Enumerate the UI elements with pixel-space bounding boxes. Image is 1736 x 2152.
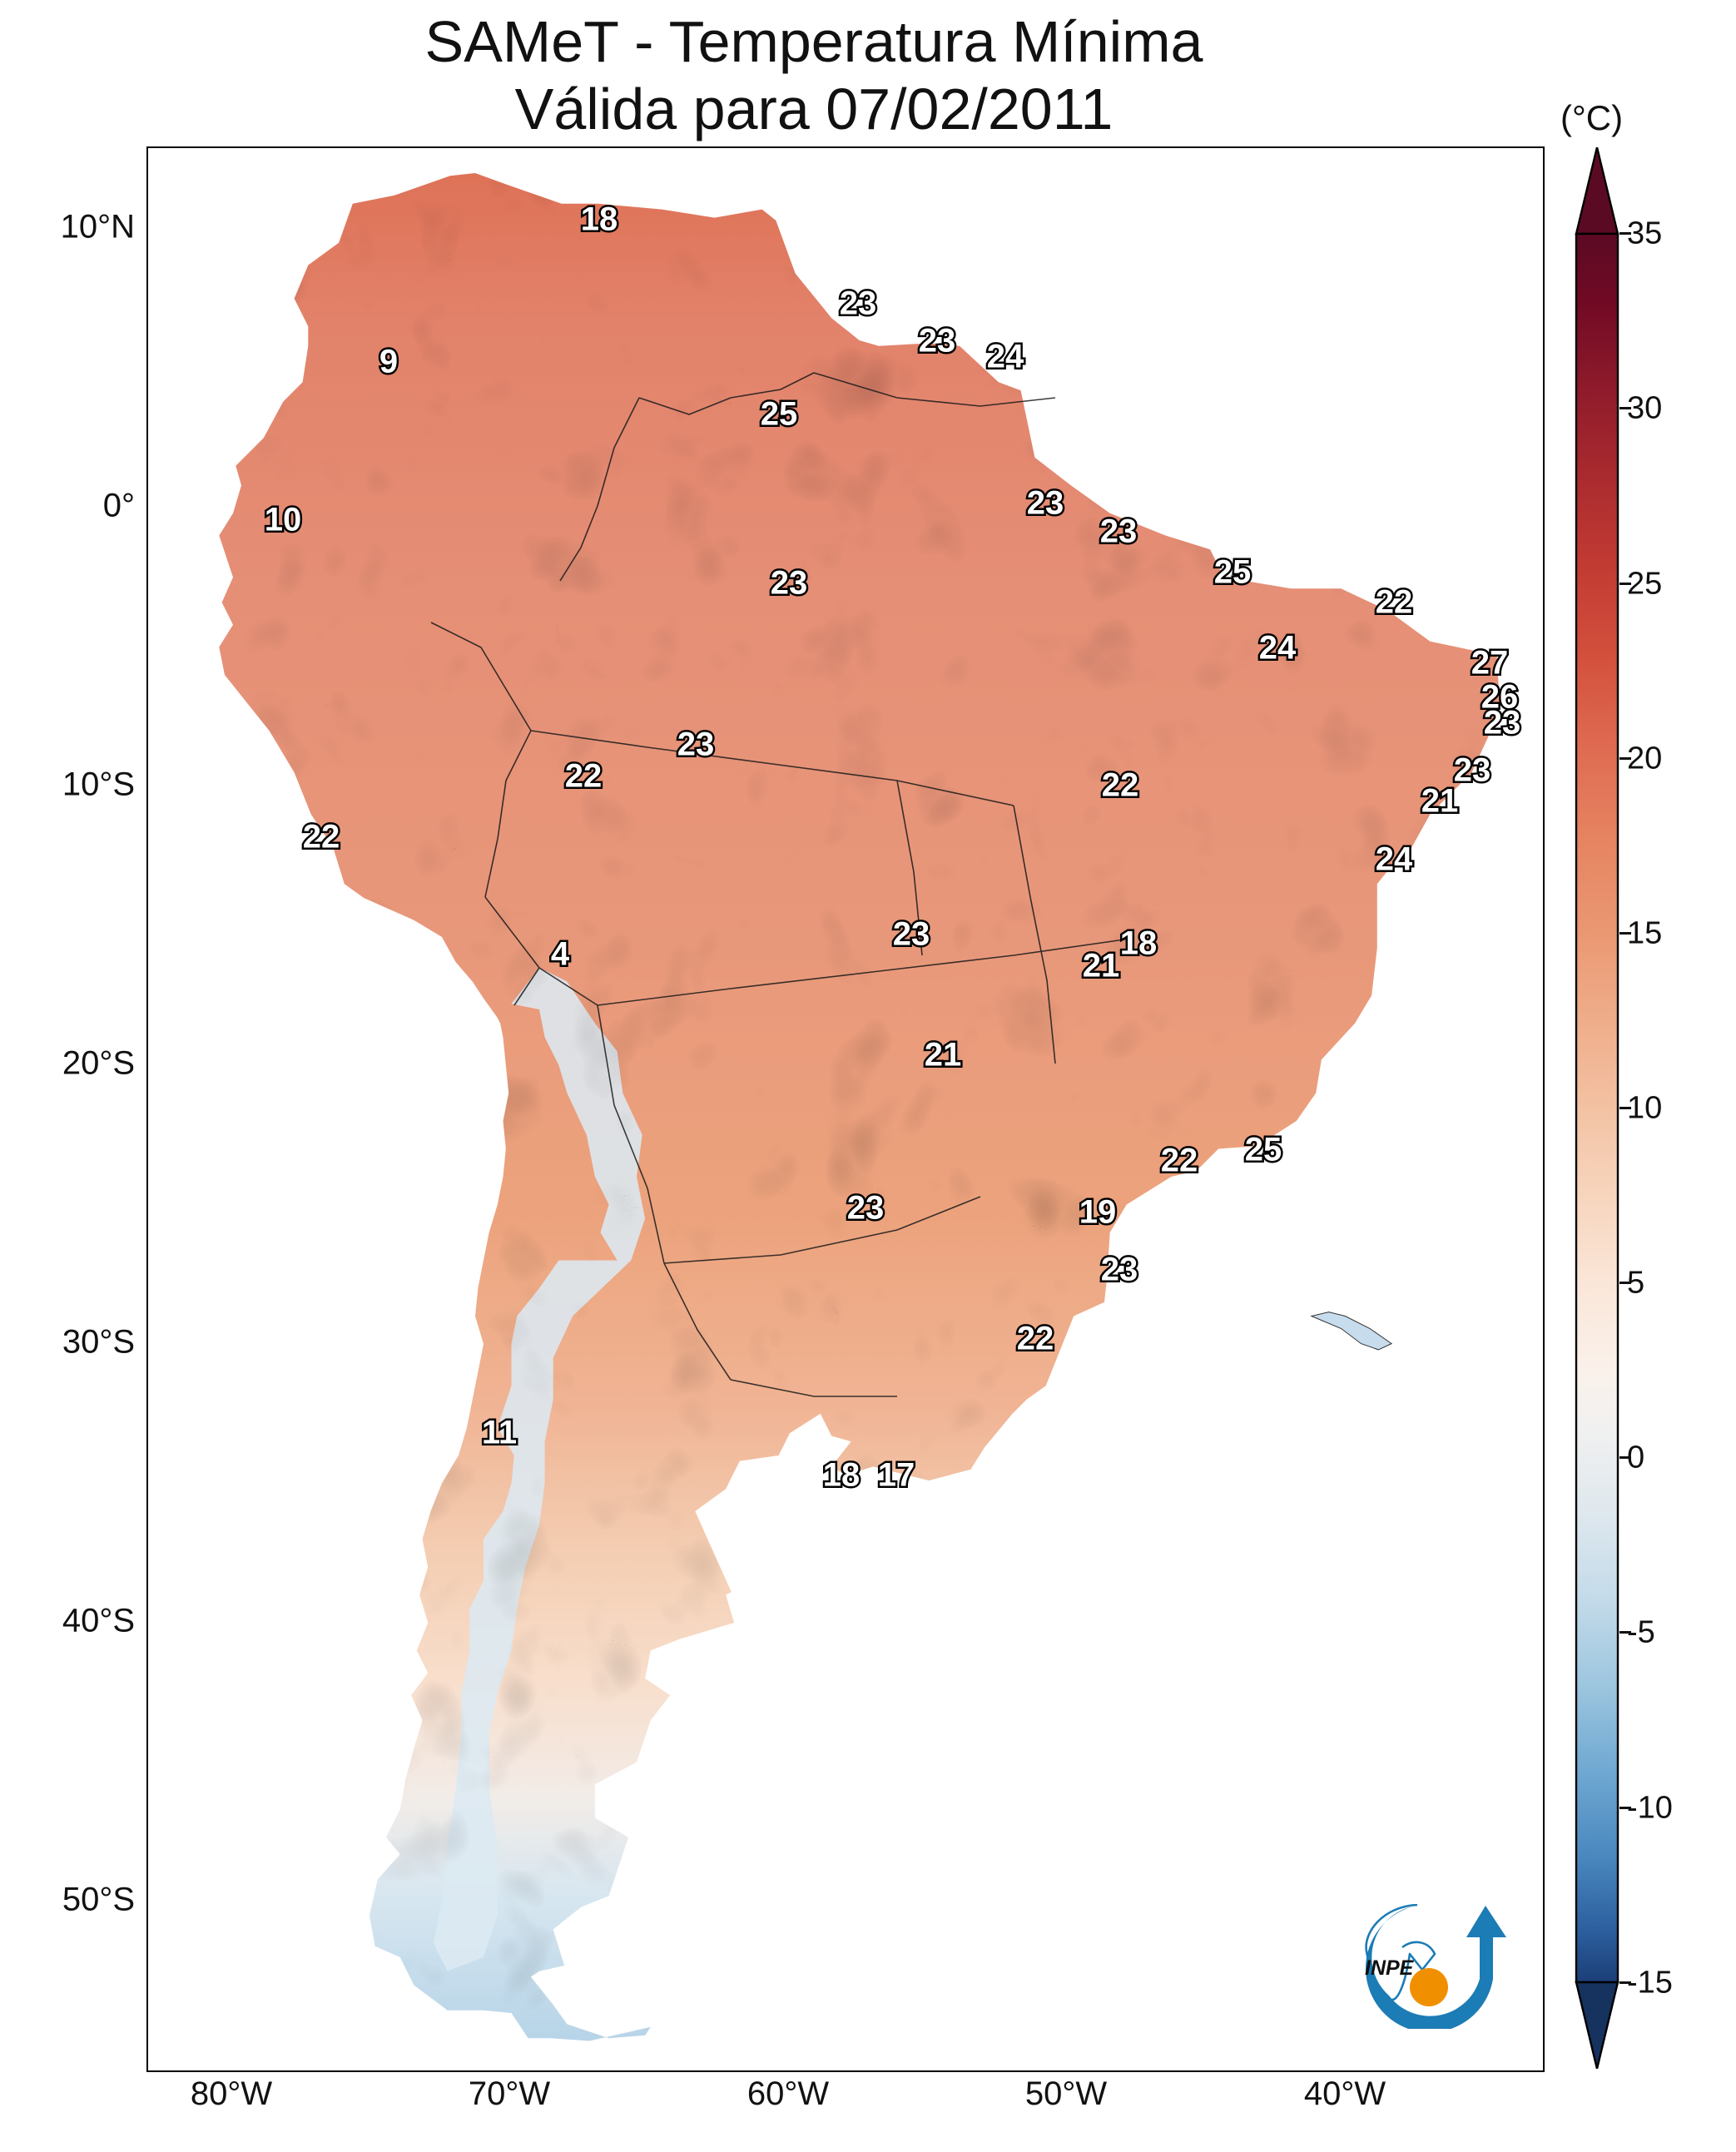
svg-text:INPE: INPE <box>1365 1956 1415 1980</box>
